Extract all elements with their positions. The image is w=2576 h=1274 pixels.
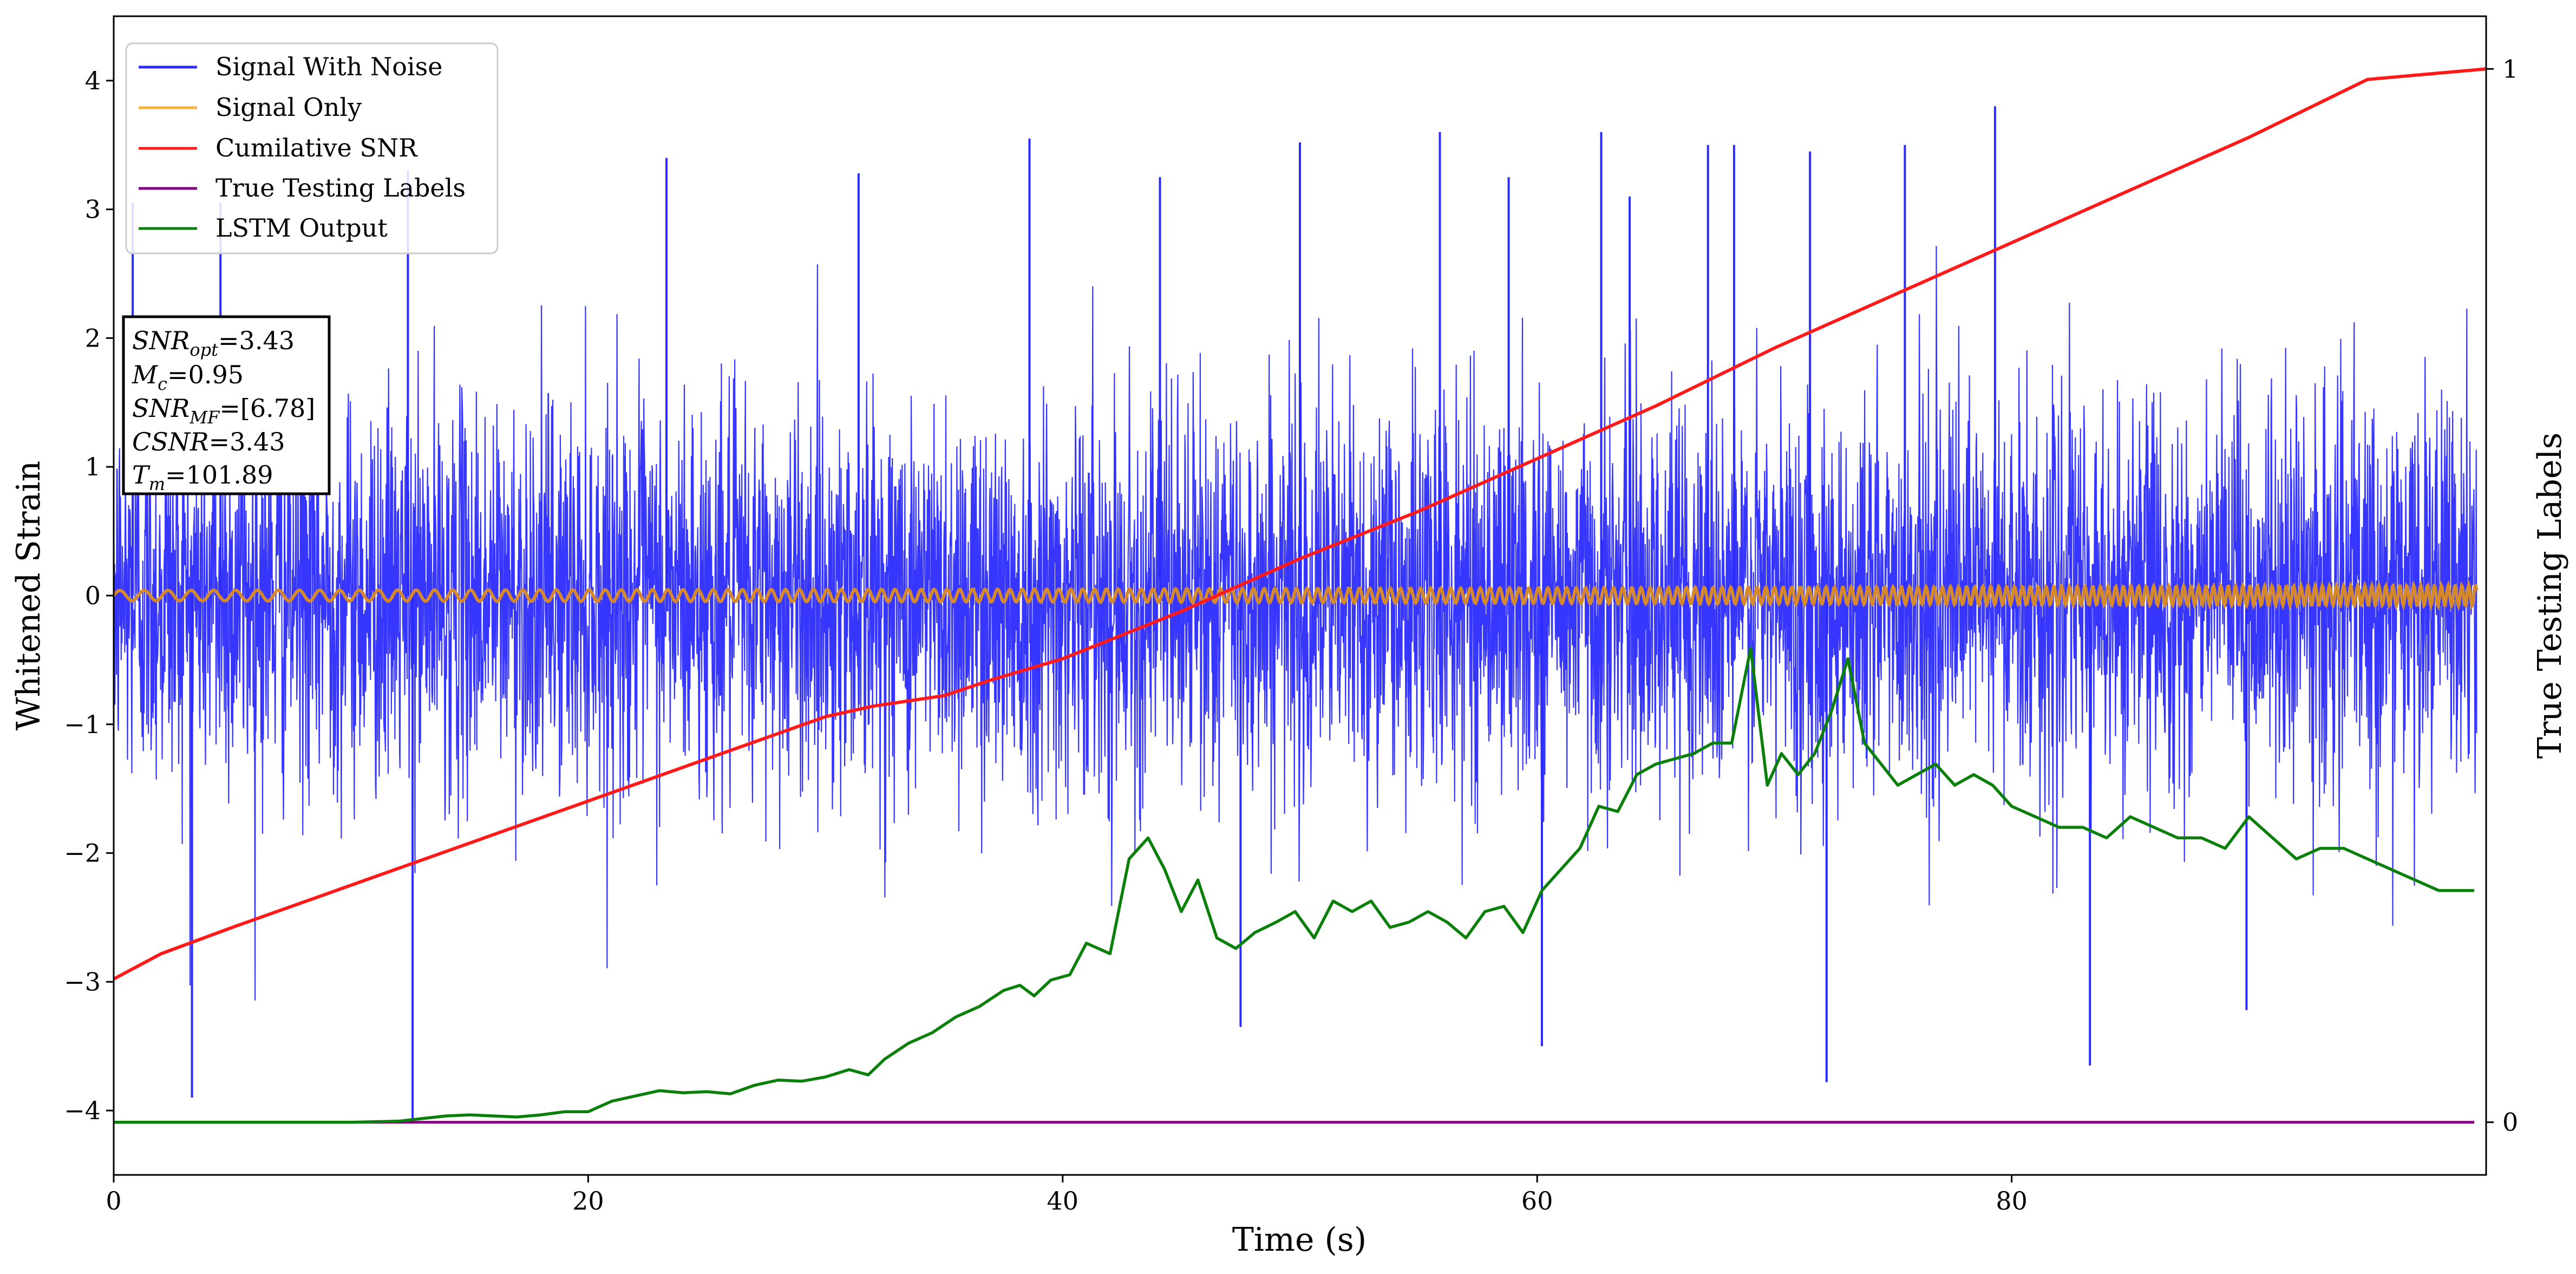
y-tick-label: 1 xyxy=(85,452,101,481)
y-tick-label: 4 xyxy=(85,66,101,95)
y-tick-label: 3 xyxy=(85,195,101,224)
x-axis-label: Time (s) xyxy=(1232,1221,1367,1259)
y2-axis-label: True Testing Labels xyxy=(2531,433,2569,759)
legend-label-signal-with-noise: Signal With Noise xyxy=(215,52,442,81)
info-snr-opt: SNRopt=3.43 xyxy=(132,326,295,360)
y-tick-label: 0 xyxy=(85,581,101,610)
x-tick-label: 40 xyxy=(1047,1186,1079,1216)
info-chirp-mass: Mc=0.95 xyxy=(132,360,244,394)
series-signal-only xyxy=(114,580,2479,611)
info-csnr: CSNR=3.43 xyxy=(132,427,285,456)
x-tick-label: 0 xyxy=(106,1186,121,1216)
y-axis-label: Whitened Strain xyxy=(10,461,48,730)
y2-tick-label: 0 xyxy=(2502,1108,2518,1137)
legend-label-lstm-output: LSTM Output xyxy=(215,213,388,243)
series-cumilative-snr xyxy=(114,67,2486,981)
y-tick-label: −4 xyxy=(64,1096,101,1125)
legend-box xyxy=(125,42,499,254)
x-tick-label: 80 xyxy=(1996,1186,2028,1216)
info-merger-time: Tm=101.89 xyxy=(132,460,273,494)
y-tick-label: −1 xyxy=(64,710,101,739)
info-snr-mf: SNRMF=[6.78] xyxy=(132,394,315,428)
y-tick-label: 2 xyxy=(85,323,101,352)
y2-tick-label: 1 xyxy=(2502,54,2518,83)
info-box: SNRopt=3.43 Mc=0.95 SNRMF=[6.78] CSNR=3.… xyxy=(122,315,331,495)
x-tick-label: 60 xyxy=(1521,1186,1553,1216)
legend-label-signal-only: Signal Only xyxy=(215,93,362,122)
legend: Signal With Noise Signal Only Cumilative… xyxy=(125,42,499,254)
plot-series-layer xyxy=(114,67,2486,1124)
y-tick-label: −2 xyxy=(64,839,101,868)
legend-label-true-testing-labels: True Testing Labels xyxy=(215,173,466,202)
legend-label-cumilative-snr: Cumilative SNR xyxy=(215,133,418,162)
y-tick-label: −3 xyxy=(64,967,101,996)
x-tick-label: 20 xyxy=(572,1186,604,1216)
series-lstm-output xyxy=(114,646,2475,1124)
series-signal-with-noise xyxy=(114,246,2477,1001)
info-box-frame xyxy=(122,315,331,495)
